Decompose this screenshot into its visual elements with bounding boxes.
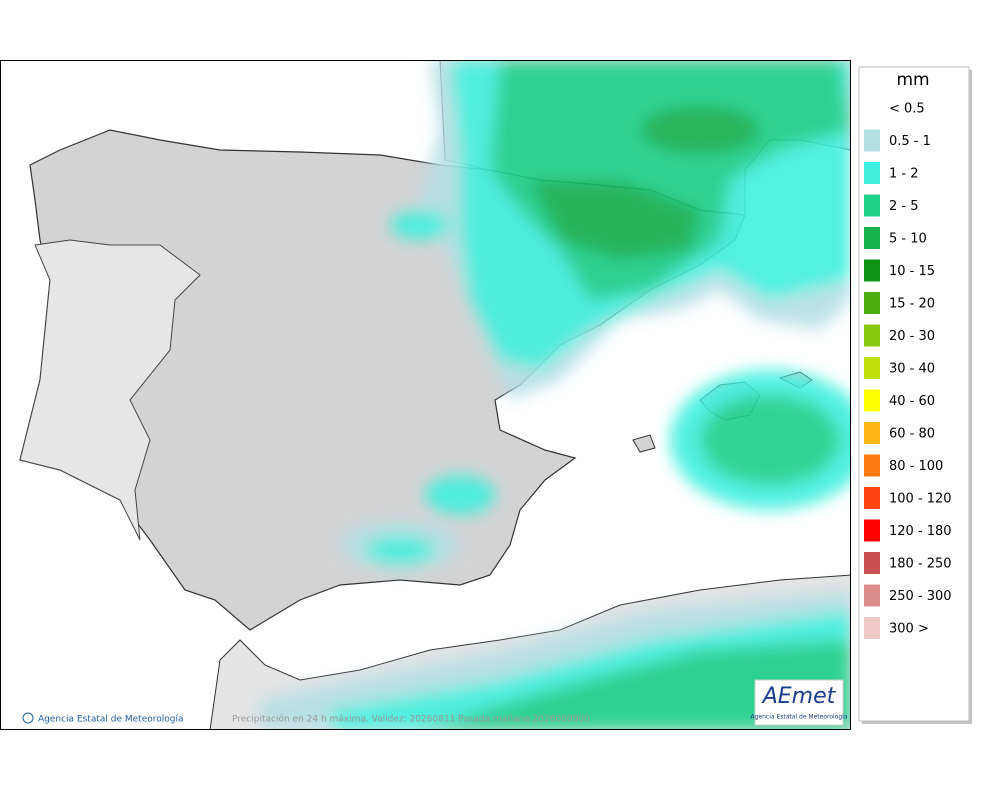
logo-name: AEmet xyxy=(761,684,837,709)
legend-swatch xyxy=(864,324,880,347)
legend-label: 2 - 5 xyxy=(889,199,919,214)
legend-swatch xyxy=(864,454,880,477)
map-frame xyxy=(0,60,851,730)
legend-label: 300 > xyxy=(889,622,929,637)
copyright-icon xyxy=(22,712,34,724)
legend-label: 40 - 60 xyxy=(889,394,935,409)
logo: AEmet Agencia Estatal de Meteorología xyxy=(751,679,848,726)
logo-subtitle: Agencia Estatal de Meteorología xyxy=(751,714,848,721)
precipitation xyxy=(260,61,850,729)
legend-label: 100 - 120 xyxy=(889,492,952,507)
legend-label: 20 - 30 xyxy=(889,329,935,344)
legend-swatch xyxy=(864,292,880,314)
legend-swatch xyxy=(864,357,880,379)
legend-label: 10 - 15 xyxy=(889,264,935,279)
legend-label: 60 - 80 xyxy=(889,427,935,442)
legend-swatch xyxy=(864,162,880,184)
map xyxy=(1,61,850,729)
legend-label: 15 - 20 xyxy=(889,297,935,312)
legend-swatch xyxy=(864,617,880,639)
legend-label: 0.5 - 1 xyxy=(889,134,931,149)
legend-swatch xyxy=(864,259,880,282)
legend-label: 180 - 250 xyxy=(889,557,952,572)
legend-swatch xyxy=(864,129,880,152)
legend-swatch xyxy=(864,552,880,574)
legend: mm < 0.5 0.5 - 1 1 - 2 2 - 5 5 - 10 10 - 15 15… xyxy=(858,66,972,724)
legend-label: 250 - 300 xyxy=(889,589,952,604)
legend-swatch xyxy=(864,519,880,542)
legend-label: 30 - 40 xyxy=(889,362,935,377)
legend-swatch xyxy=(864,389,880,412)
legend-label: < 0.5 xyxy=(889,102,925,117)
legend-label: 120 - 180 xyxy=(889,524,952,539)
map-caption: Precipitación en 24 h máxima. Validez: 2… xyxy=(232,714,590,725)
agency-credit: Agencia Estatal de Meteorología xyxy=(38,715,184,725)
legend-label: 80 - 100 xyxy=(889,459,943,474)
legend-swatch xyxy=(864,422,880,444)
legend-swatch xyxy=(864,97,880,119)
legend-swatch xyxy=(864,487,880,509)
legend-label: 5 - 10 xyxy=(889,232,927,247)
legend-swatch xyxy=(864,227,880,249)
legend-label: 1 - 2 xyxy=(889,167,919,182)
legend-title: mm xyxy=(896,70,929,90)
legend-swatch xyxy=(864,194,880,217)
legend-swatch xyxy=(864,584,880,607)
